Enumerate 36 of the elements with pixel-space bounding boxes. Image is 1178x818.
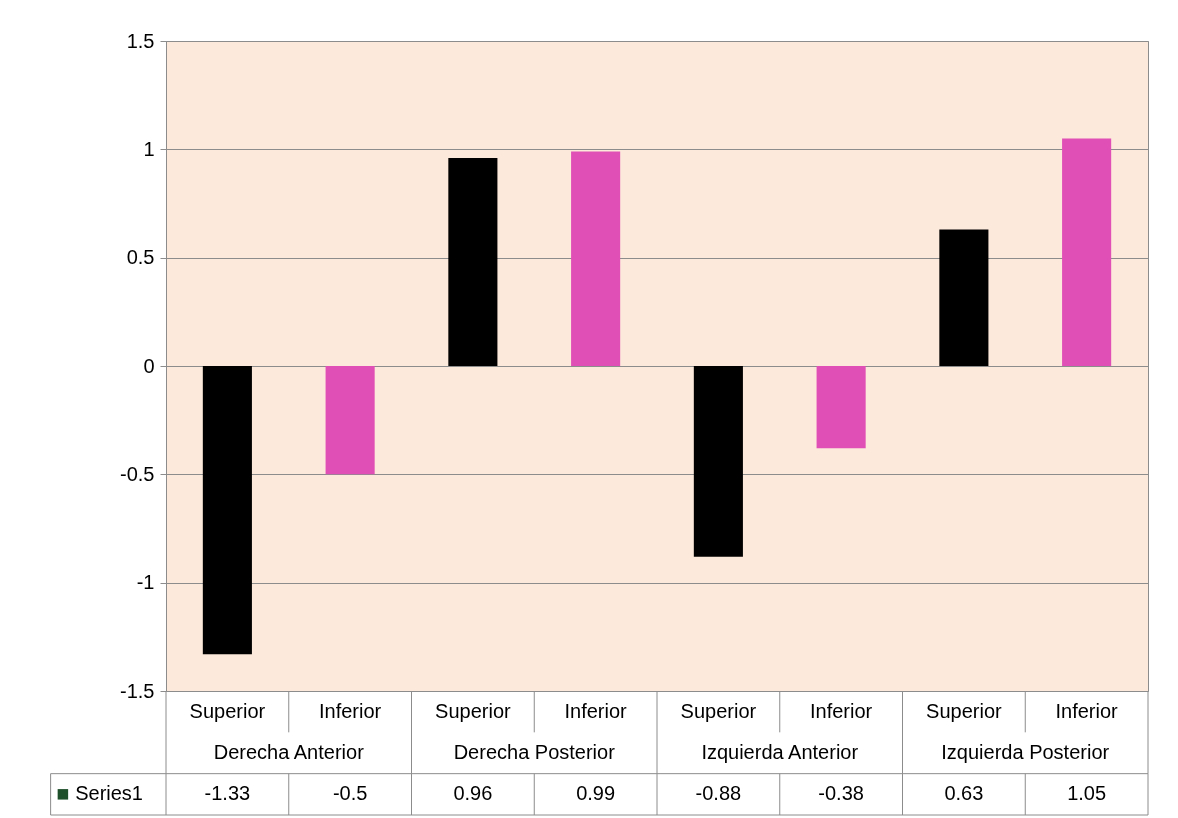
data-label: -0.88	[695, 782, 742, 805]
y-tick-label: -0.5	[120, 462, 155, 485]
data-label: 0.63	[944, 782, 984, 805]
bar	[939, 229, 989, 366]
bar	[693, 366, 743, 557]
bar	[325, 366, 375, 475]
x-tick-label: Superior	[435, 699, 512, 722]
bar	[202, 366, 252, 655]
y-tick-label: 1.5	[126, 29, 155, 52]
x-tick-label: Inferior	[564, 699, 628, 722]
bar	[1062, 138, 1112, 366]
text: Series1	[75, 782, 143, 805]
text: Izquierda Anterior	[701, 741, 859, 763]
data-label: 1.05	[1067, 782, 1107, 805]
x-tick-label: Superior	[926, 699, 1003, 722]
data-label: 0.99	[576, 782, 616, 805]
data-label: -0.5	[332, 782, 368, 805]
x-tick-label: Superior	[680, 699, 757, 722]
y-tick-label: 0.5	[126, 246, 155, 269]
x-tick-label: Superior	[189, 699, 266, 722]
text: Derecha Anterior	[213, 741, 365, 763]
y-tick-label: -1.5	[120, 679, 155, 702]
x-tick-label: Inferior	[319, 699, 382, 722]
bar	[448, 158, 498, 366]
y-tick-label: 1	[143, 137, 155, 160]
data-label: 0.96	[453, 782, 493, 805]
y-tick-label: 0	[143, 354, 155, 377]
bar	[571, 151, 621, 366]
data-label: -0.38	[818, 782, 864, 805]
x-tick-label: Inferior	[1055, 699, 1119, 722]
bar	[816, 366, 866, 449]
y-tick-label: -1	[136, 571, 155, 594]
x-tick-label: Inferior	[810, 699, 873, 722]
data-label: -1.33	[204, 782, 251, 805]
text: Derecha Posterior	[453, 741, 616, 763]
text: Izquierda Posterior	[941, 741, 1110, 763]
